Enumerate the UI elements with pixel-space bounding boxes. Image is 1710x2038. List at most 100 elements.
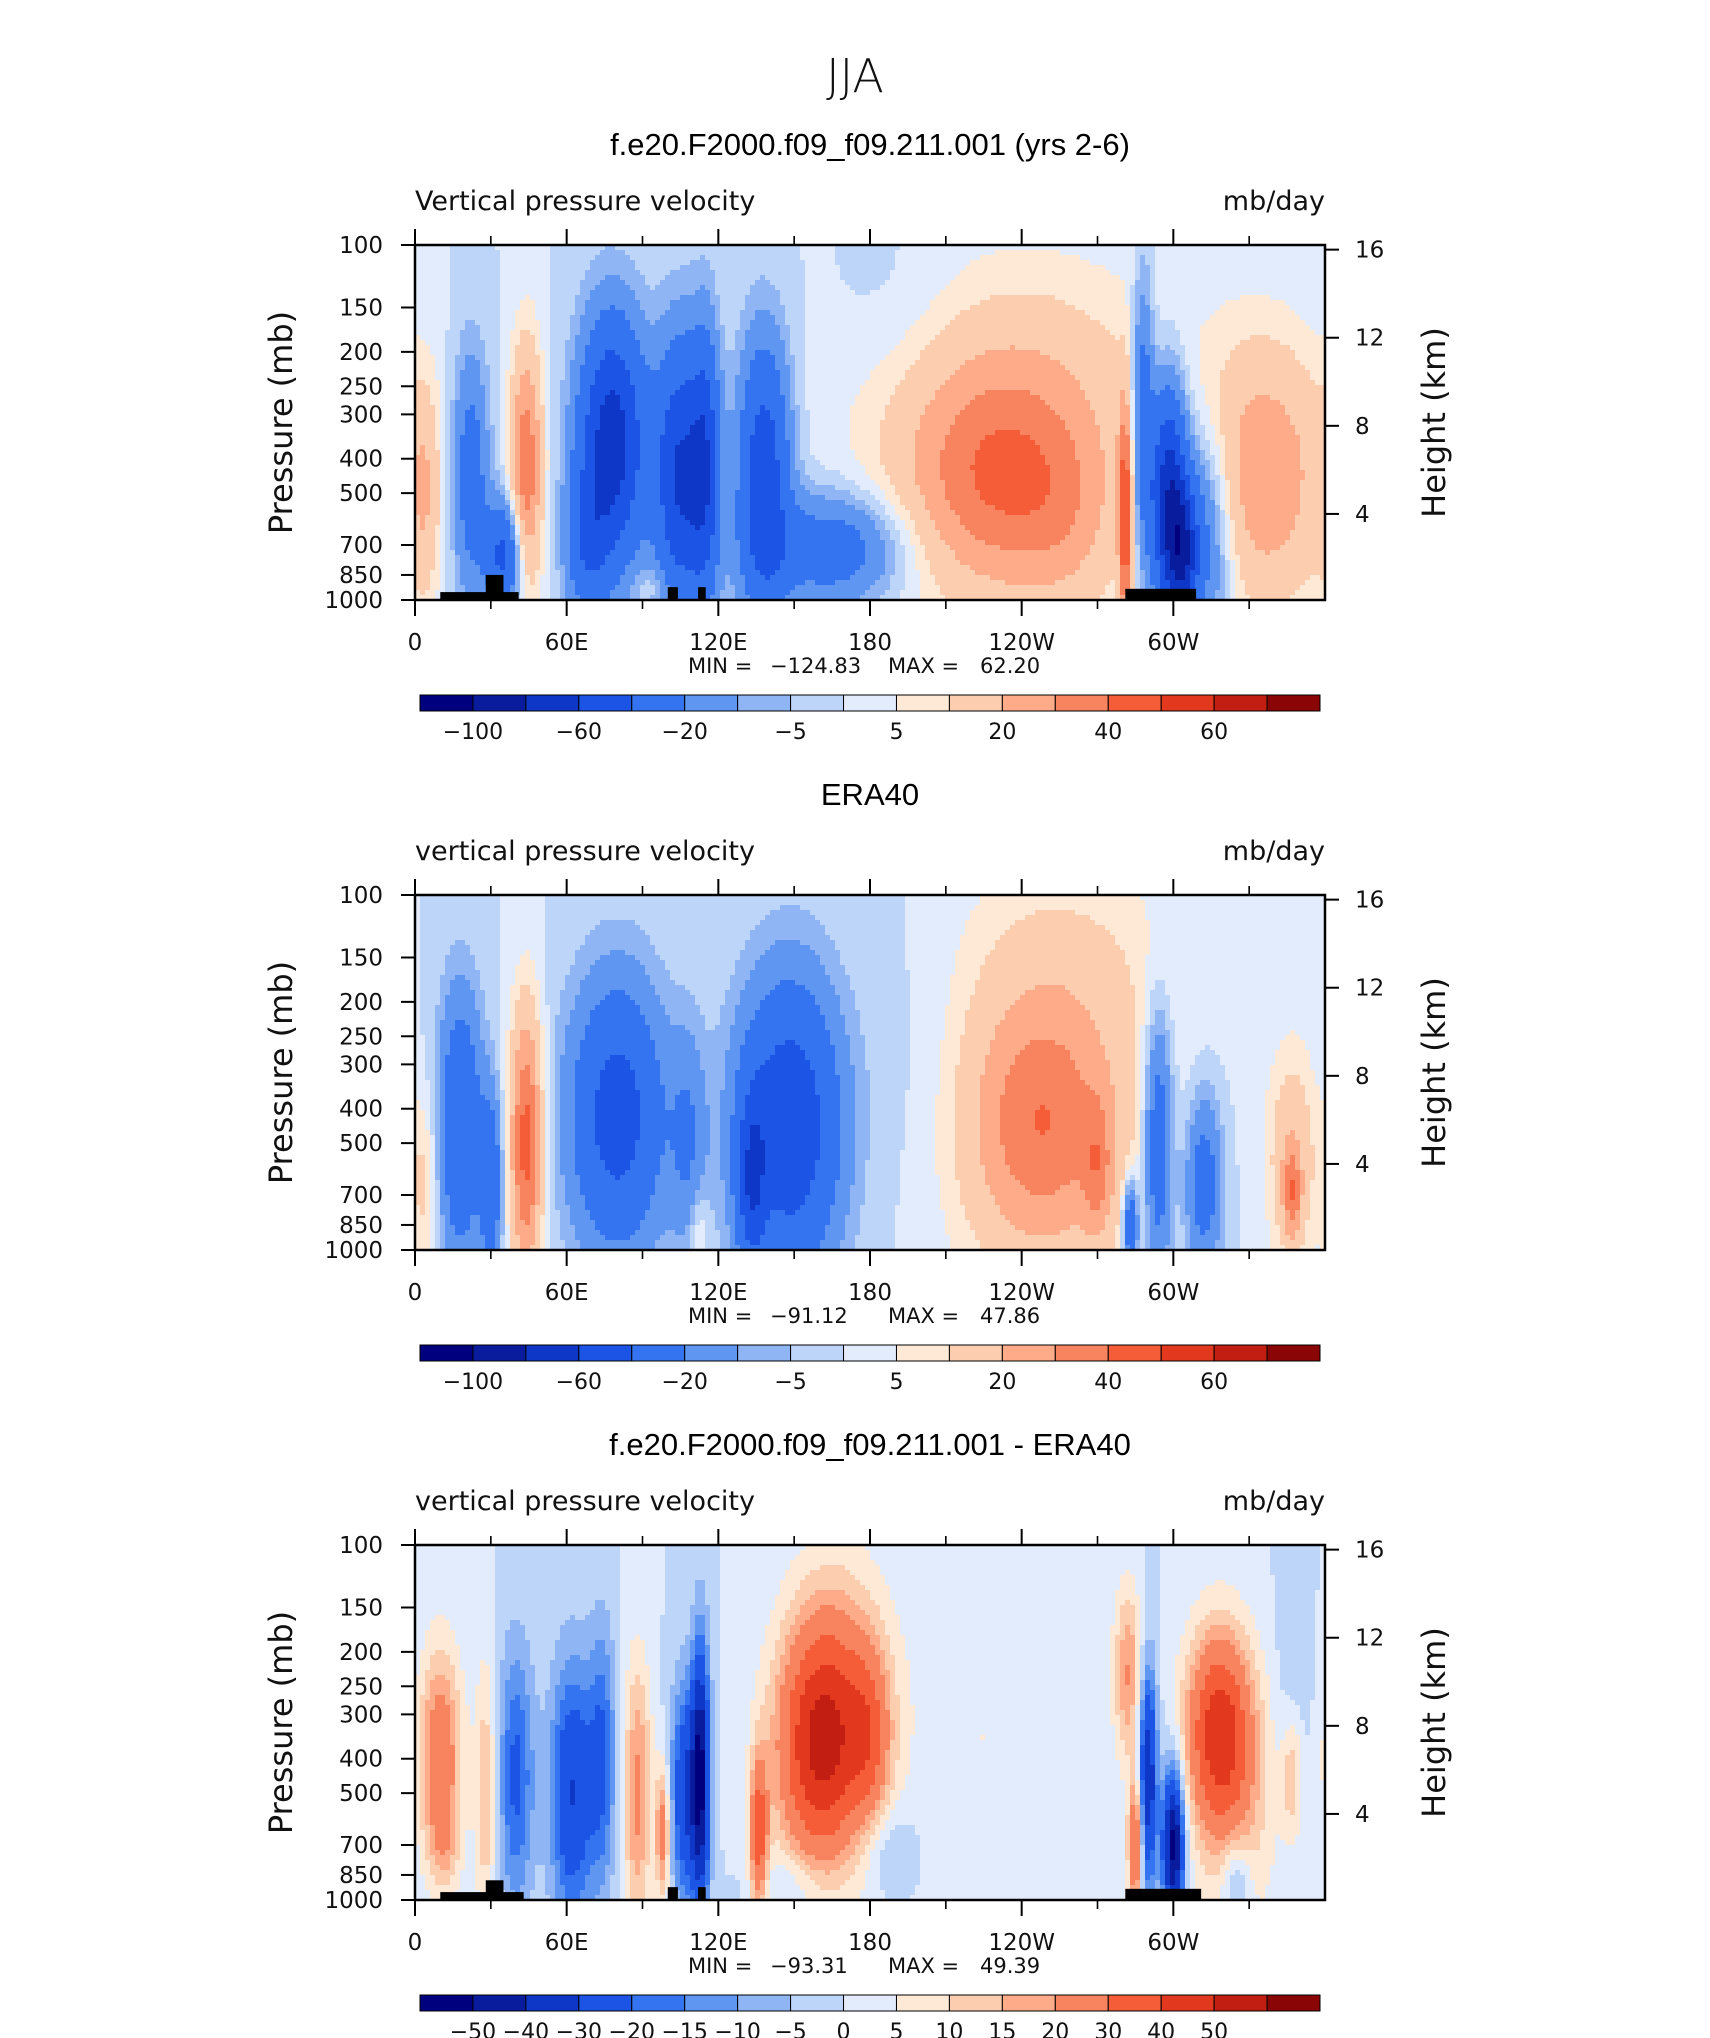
y-tick-label: 300 [339, 1052, 383, 1078]
colorbar-box [1266, 1994, 1321, 2012]
y-axis-label: Pressure (mb) [262, 311, 300, 534]
colorbar-label: 60 [1200, 1370, 1228, 1395]
x-tick-label: 120W [988, 1280, 1055, 1306]
y-tick-label: 1000 [324, 1888, 383, 1914]
terrain-block [485, 1880, 504, 1900]
y-tick-label: 250 [339, 1674, 383, 1700]
stats-min-label: MIN = [688, 1304, 752, 1328]
y-right-tick-label: 8 [1355, 1064, 1370, 1090]
colorbar-box [1001, 1994, 1056, 2012]
colorbar-label: 5 [889, 720, 903, 745]
y-tick-label: 700 [339, 533, 383, 559]
panel-title: ERA40 [821, 777, 919, 812]
stats-max-value: 47.86 [980, 1304, 1040, 1328]
colorbar-label: −100 [443, 720, 503, 745]
y-tick-label: 250 [339, 1024, 383, 1050]
x-tick-label: 180 [848, 1280, 892, 1306]
y-axis-label: Pressure (mb) [262, 1611, 300, 1834]
colorbar-box [948, 1344, 1003, 1362]
colorbar-label: −60 [556, 720, 602, 745]
panel-subtitle-right: mb/day [1223, 186, 1325, 217]
colorbar-label: −30 [556, 2020, 602, 2038]
y-right-tick-label: 4 [1355, 502, 1370, 528]
colorbar-box [472, 1344, 527, 1362]
colorbar-label: 40 [1094, 720, 1122, 745]
panel-subtitle-left: vertical pressure velocity [415, 1486, 755, 1517]
stats-max-label: MAX = [888, 1954, 959, 1978]
colorbar-box [737, 1344, 792, 1362]
colorbar: −50 −40 −30 −20 −15 −10 −5 0 5 10 15 20 30 40 50 [419, 1994, 1321, 2038]
heatmap-cells [415, 245, 1326, 601]
colorbar-label: 50 [1200, 2020, 1228, 2038]
colorbar-box [1054, 694, 1109, 712]
figure-title: JJA [826, 49, 884, 103]
y-tick-label: 500 [339, 481, 383, 507]
y-right-axis-label: Height (km) [1415, 1627, 1453, 1818]
colorbar-box [1213, 1344, 1268, 1362]
x-tick-label: 120W [988, 1930, 1055, 1956]
colorbar-box [578, 1994, 633, 2012]
colorbar-box [843, 1344, 897, 1362]
colorbar-label: 10 [935, 2020, 963, 2038]
terrain-block [1125, 588, 1197, 600]
panel-subtitle-left: vertical pressure velocity [415, 836, 755, 867]
stats-min-value: −93.31 [770, 1954, 848, 1978]
stats-max-value: 49.39 [980, 1954, 1040, 1978]
colorbar-box [631, 694, 686, 712]
colorbar-box [1107, 1994, 1162, 2012]
x-tick-label: 60E [545, 1280, 589, 1306]
x-tick-label: 60E [545, 630, 589, 656]
x-tick-label: 180 [848, 1930, 892, 1956]
colorbar: −100 −60 −20 −5 5 20 40 60 [419, 694, 1321, 745]
panel-3: f.e20.F2000.f09_f09.211.001 - ERA40 verti… [262, 1427, 1453, 2038]
y-tick-label: 500 [339, 1781, 383, 1807]
colorbar-label: 20 [988, 720, 1016, 745]
y-tick-label: 150 [339, 946, 383, 972]
y-tick-label: 400 [339, 1747, 383, 1773]
colorbar-box [843, 694, 897, 712]
colorbar-label: −40 [503, 2020, 549, 2038]
terrain-block [485, 574, 504, 600]
y-tick-label: 850 [339, 1863, 383, 1889]
colorbar-box [948, 694, 1003, 712]
x-tick-label: 120E [689, 630, 747, 656]
colorbar-box [895, 1994, 950, 2012]
colorbar-label: −50 [450, 2020, 496, 2038]
colorbar-box [1160, 1994, 1215, 2012]
colorbar-label: 40 [1147, 2020, 1175, 2038]
colorbar-box [1160, 1344, 1215, 1362]
colorbar-box [1054, 1344, 1109, 1362]
colorbar-box [895, 1344, 950, 1362]
colorbar-box [419, 1994, 474, 2012]
y-tick-label: 300 [339, 402, 383, 428]
y-tick-label: 150 [339, 1596, 383, 1622]
x-tick-label: 120W [988, 630, 1055, 656]
colorbar-box [790, 1344, 845, 1362]
y-right-tick-label: 16 [1355, 888, 1384, 914]
colorbar-label: 60 [1200, 720, 1228, 745]
panels: f.e20.F2000.f09_f09.211.001 (yrs 2-6) Ver… [262, 127, 1453, 2038]
x-tick-label: 60W [1147, 1930, 1199, 1956]
colorbar-box [843, 1994, 897, 2012]
colorbar-label: 20 [988, 1370, 1016, 1395]
y-axis-label: Pressure (mb) [262, 961, 300, 1184]
colorbar-box [525, 1994, 580, 2012]
x-tick-label: 120E [689, 1280, 747, 1306]
stats-max-value: 62.20 [980, 654, 1040, 678]
colorbar-box [472, 694, 527, 712]
y-tick-label: 400 [339, 1097, 383, 1123]
y-tick-label: 100 [339, 883, 383, 909]
y-right-tick-label: 8 [1355, 1714, 1370, 1740]
panel-2: ERA40 vertical pressure velocity mb/day 100… [262, 777, 1453, 1395]
x-tick-label: 60E [545, 1930, 589, 1956]
colorbar-box [525, 694, 580, 712]
colorbar-box [525, 1344, 580, 1362]
colorbar-label: −20 [661, 1370, 707, 1395]
y-tick-label: 700 [339, 1833, 383, 1859]
y-right-axis-label: Height (km) [1415, 977, 1453, 1168]
colorbar-box [790, 1994, 845, 2012]
y-right-tick-label: 4 [1355, 1802, 1370, 1828]
colorbar-box [1213, 694, 1268, 712]
stats-max-label: MAX = [888, 1304, 959, 1328]
panel-subtitle-right: mb/day [1223, 1486, 1325, 1517]
